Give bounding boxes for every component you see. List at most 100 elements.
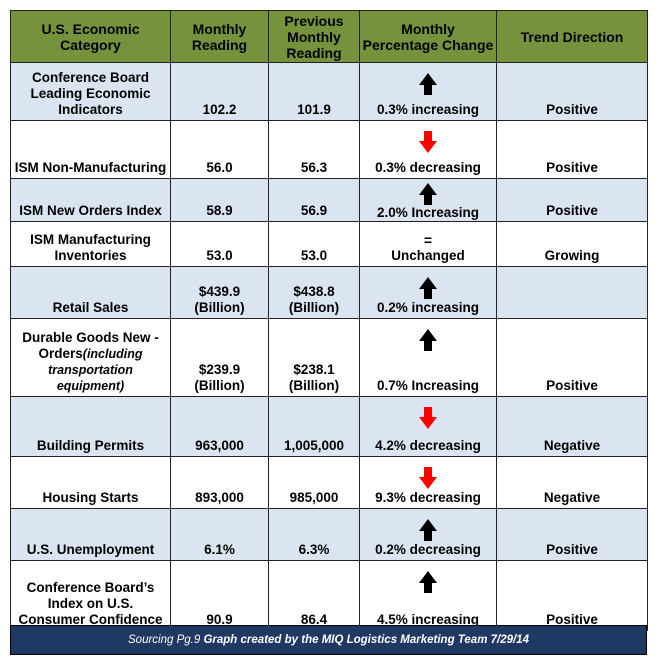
category-cell: Retail Sales — [10, 266, 171, 319]
trend-direction-cell: Negative — [496, 456, 648, 509]
change-label: 0.2% decreasing — [375, 542, 481, 557]
percentage-change-cell: 0.7% Increasing — [359, 318, 497, 397]
header-trend-direction: Trend Direction — [496, 10, 648, 63]
category-cell: Conference Board’s Index on U.S. Consume… — [10, 560, 171, 631]
monthly-reading-cell: $239.9 (Billion) — [170, 318, 269, 397]
black-up-arrow-icon — [419, 64, 437, 95]
change-label: Unchanged — [391, 248, 465, 263]
trend-direction-cell: Positive — [496, 178, 648, 222]
category-cell: Housing Starts — [10, 456, 171, 509]
previous-reading-cell: 56.3 — [268, 120, 360, 179]
percentage-change-cell: 9.3% decreasing — [359, 456, 497, 509]
category-cell: Durable Goods New -Orders(including tran… — [10, 318, 171, 397]
trend-direction-cell: Positive — [496, 318, 648, 397]
table-row: ISM Manufacturing Inventories 53.0 53.0 = Un… — [10, 221, 648, 267]
category-cell: Building Permits — [10, 396, 171, 457]
table-row: ISM New Orders Index 58.9 56.9 2.0% Increas… — [10, 178, 648, 222]
trend-direction-cell: Positive — [496, 120, 648, 179]
table-row: ISM Non-Manufacturing 56.0 56.3 0.3% decrea… — [10, 120, 648, 179]
black-up-arrow-icon — [419, 180, 437, 205]
category-cell: U.S. Unemployment — [10, 508, 171, 561]
header-monthly-reading: Monthly Reading — [170, 10, 269, 63]
category-note: (including transportation equipment) — [48, 347, 143, 393]
header-previous-reading: Previous Monthly Reading — [268, 10, 360, 63]
percentage-change-cell: 0.2% decreasing — [359, 508, 497, 561]
category-label: U.S. Unemployment — [26, 542, 155, 557]
header-category: U.S. Economic Category — [10, 10, 171, 63]
previous-reading-cell: 985,000 — [268, 456, 360, 509]
trend-direction-cell — [496, 266, 648, 319]
percentage-change-cell: 0.3% decreasing — [359, 120, 497, 179]
previous-reading-cell: $438.8 (Billion) — [268, 266, 360, 319]
red-down-arrow-icon — [419, 458, 437, 489]
trend-direction-cell: Positive — [496, 508, 648, 561]
trend-direction-cell: Growing — [496, 221, 648, 267]
monthly-reading-cell: 58.9 — [170, 178, 269, 222]
category-cell: ISM Non-Manufacturing — [10, 120, 171, 179]
category-label: ISM New Orders Index — [19, 203, 162, 218]
category-cell: ISM Manufacturing Inventories — [10, 221, 171, 267]
table-row: Building Permits 963,000 1,005,000 4.2% dec… — [10, 396, 648, 457]
category-cell: ISM New Orders Index — [10, 178, 171, 222]
previous-reading-cell: 101.9 — [268, 62, 360, 121]
footer-banner: Sourcing Pg.9 Graph created by the MIQ L… — [10, 625, 647, 655]
previous-reading-cell: 6.3% — [268, 508, 360, 561]
category-label: Building Permits — [36, 438, 145, 453]
trend-direction-cell: Positive — [496, 560, 648, 631]
monthly-reading-cell: 102.2 — [170, 62, 269, 121]
category-cell: Conference Board Leading Economic Indica… — [10, 62, 171, 121]
monthly-reading-cell: 90.9 — [170, 560, 269, 631]
percentage-change-cell: 2.0% Increasing — [359, 178, 497, 222]
black-up-arrow-icon — [419, 562, 437, 593]
percentage-change-cell: 0.3% increasing — [359, 62, 497, 121]
black-up-arrow-icon — [419, 268, 437, 299]
table-row: Conference Board Leading Economic Indica… — [10, 62, 648, 121]
trend-direction-cell: Positive — [496, 62, 648, 121]
table-row: Housing Starts 893,000 985,000 9.3% decreas… — [10, 456, 648, 509]
change-label: 0.3% increasing — [376, 102, 480, 117]
table-row: Retail Sales $439.9 (Billion) $438.8 (Bill… — [10, 266, 648, 319]
monthly-reading-cell: 56.0 — [170, 120, 269, 179]
previous-reading-cell: 1,005,000 — [268, 396, 360, 457]
change-label: 0.7% Increasing — [376, 378, 480, 393]
header-row: U.S. Economic Category Monthly Reading P… — [10, 10, 648, 63]
black-up-arrow-icon — [419, 510, 437, 541]
previous-reading-cell: 53.0 — [268, 221, 360, 267]
category-label: ISM Non-Manufacturing — [14, 160, 167, 175]
table-row: Durable Goods New -Orders(including tran… — [10, 318, 648, 397]
category-label: ISM Manufacturing Inventories — [30, 232, 151, 263]
change-label: 0.3% decreasing — [375, 160, 481, 175]
change-label: 4.5% increasing — [376, 612, 480, 627]
change-label: 9.3% decreasing — [375, 490, 481, 505]
category-label: Housing Starts — [42, 490, 139, 505]
footer-credit: Graph created by the MIQ Logistics Marke… — [203, 634, 529, 646]
category-label: Durable Goods New -Orders — [22, 330, 159, 361]
monthly-reading-cell: 893,000 — [170, 456, 269, 509]
percentage-change-cell: 4.2% decreasing — [359, 396, 497, 457]
monthly-reading-cell: 963,000 — [170, 396, 269, 457]
percentage-change-cell: = Unchanged — [359, 221, 497, 267]
change-label: 2.0% Increasing — [376, 205, 480, 220]
percentage-change-cell: 4.5% increasing — [359, 560, 497, 631]
footer-source: Sourcing Pg.9 — [128, 634, 201, 646]
trend-direction-cell: Negative — [496, 396, 648, 457]
black-up-arrow-icon — [419, 320, 437, 351]
red-down-arrow-icon — [419, 122, 437, 153]
previous-reading-cell: $238.1 (Billion) — [268, 318, 360, 397]
change-label: 0.2% increasing — [376, 300, 480, 315]
equal-sign-icon: = — [423, 232, 433, 248]
category-label: Conference Board Leading Economic Indica… — [30, 70, 151, 117]
previous-reading-cell: 56.9 — [268, 178, 360, 222]
monthly-reading-cell: $439.9 (Billion) — [170, 266, 269, 319]
category-label: Retail Sales — [52, 300, 129, 315]
monthly-reading-cell: 53.0 — [170, 221, 269, 267]
monthly-reading-cell: 6.1% — [170, 508, 269, 561]
table-row: Conference Board’s Index on U.S. Consume… — [10, 560, 648, 631]
category-label: Conference Board’s Index on U.S. Consume… — [18, 580, 163, 627]
header-percentage-change: Monthly Percentage Change — [359, 10, 497, 63]
previous-reading-cell: 86.4 — [268, 560, 360, 631]
percentage-change-cell: 0.2% increasing — [359, 266, 497, 319]
red-down-arrow-icon — [419, 398, 437, 429]
table-row: U.S. Unemployment 6.1% 6.3% 0.2% decreasing… — [10, 508, 648, 561]
change-label: 4.2% decreasing — [375, 438, 481, 453]
